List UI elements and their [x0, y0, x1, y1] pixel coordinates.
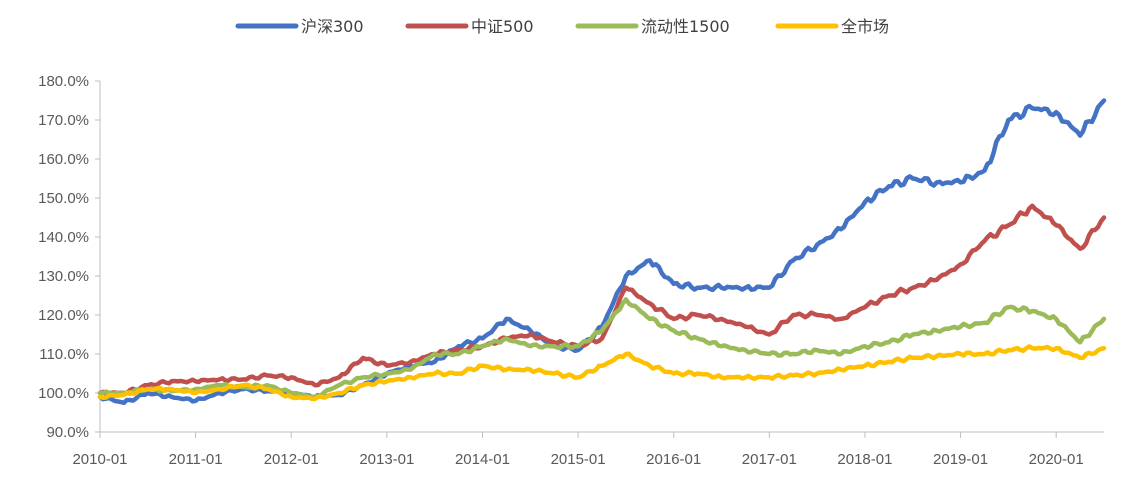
legend-label: 流动性1500	[641, 17, 730, 36]
y-axis: 90.0% 100.0% 110.0% 120.0% 130.0% 140.0% 150.0…	[38, 73, 101, 441]
y-tick-label: 140.0%	[38, 229, 89, 246]
x-tick-label: 2019-01	[933, 451, 988, 468]
legend-label: 全市场	[841, 17, 889, 36]
y-tick-label: 100.0%	[38, 385, 89, 402]
x-tick-label: 2017-01	[742, 451, 797, 468]
y-tick-label: 90.0%	[46, 424, 89, 441]
x-tick-label: 2020-01	[1029, 451, 1084, 468]
x-axis: 2010-01 2011-01 2012-01 2013-01 2014-01 2015-…	[72, 431, 1104, 468]
x-tick-label: 2010-01	[72, 451, 127, 468]
y-tick-label: 110.0%	[39, 346, 89, 363]
y-tick-label: 120.0%	[38, 307, 89, 324]
series-line	[97, 203, 1107, 397]
y-tick-label: 170.0%	[38, 112, 89, 129]
legend-label: 沪深300	[301, 17, 364, 36]
y-tick-label: 150.0%	[38, 190, 89, 207]
series-line	[97, 297, 1107, 400]
legend: 沪深300 中证500 流动性1500 全市场	[235, 17, 889, 36]
x-tick-label: 2018-01	[837, 451, 892, 468]
y-tick-label: 180.0%	[38, 73, 89, 90]
series-line	[97, 98, 1107, 406]
x-tick-label: 2014-01	[455, 451, 510, 468]
x-tick-label: 2013-01	[359, 451, 414, 468]
y-tick-label: 160.0%	[38, 151, 89, 168]
plot-area	[97, 98, 1107, 406]
x-tick-label: 2016-01	[646, 451, 701, 468]
x-tick-label: 2012-01	[264, 451, 319, 468]
legend-label: 中证500	[471, 17, 534, 36]
y-tick-label: 130.0%	[38, 268, 89, 285]
series-line	[97, 344, 1107, 402]
x-tick-label: 2015-01	[551, 451, 606, 468]
x-tick-label: 2011-01	[169, 451, 223, 468]
